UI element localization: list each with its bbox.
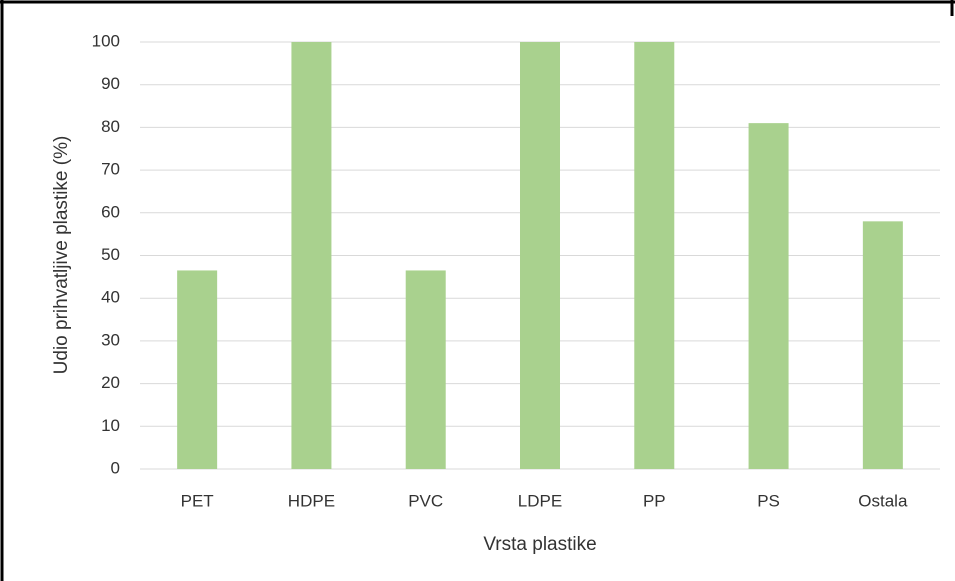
y-tick-label: 10: [101, 416, 120, 435]
x-tick-label: PS: [757, 491, 780, 510]
bar: [862, 221, 903, 469]
y-tick-label: 0: [111, 458, 120, 477]
bar: [177, 270, 218, 469]
bar: [748, 123, 789, 469]
y-tick-label: 20: [101, 373, 120, 392]
y-tick-label: 40: [101, 288, 120, 307]
x-tick-label: HDPE: [288, 491, 335, 510]
x-tick-label: PVC: [408, 491, 443, 510]
y-tick-label: 50: [101, 245, 120, 264]
y-axis-label: Udio prihvatljive plastike (%): [51, 136, 72, 375]
y-tick-label: 60: [101, 202, 120, 221]
bar: [634, 42, 675, 469]
x-tick-label: PP: [643, 491, 666, 510]
y-tick-label: 90: [101, 74, 120, 93]
y-tick-label: 70: [101, 160, 120, 179]
bar: [405, 270, 446, 469]
x-tick-label: PET: [181, 491, 214, 510]
x-axis-label: Vrsta plastike: [483, 534, 596, 555]
y-tick-label: 100: [92, 31, 120, 50]
x-tick-label: Ostala: [858, 491, 908, 510]
y-tick-label: 80: [101, 117, 120, 136]
bar: [520, 42, 560, 469]
bar: [291, 42, 332, 469]
y-tick-label: 30: [101, 330, 120, 349]
x-tick-label: LDPE: [518, 491, 562, 510]
